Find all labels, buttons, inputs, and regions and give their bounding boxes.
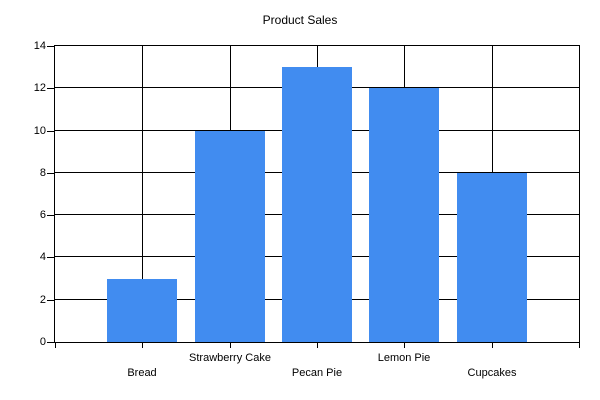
x-grid-line: [142, 46, 143, 342]
y-tick: [47, 131, 54, 132]
y-axis-label: 10: [33, 125, 46, 137]
y-tick: [47, 215, 54, 216]
bar: [282, 67, 352, 342]
x-tick: [230, 343, 231, 348]
bar: [369, 88, 439, 342]
x-axis-label: Cupcakes: [467, 367, 517, 379]
bar: [107, 279, 177, 342]
x-axis-label: Pecan Pie: [291, 367, 343, 379]
y-axis-label: 6: [39, 209, 46, 221]
y-tick: [47, 46, 54, 47]
x-tick: [404, 343, 405, 348]
x-tick: [55, 343, 56, 348]
x-tick: [492, 343, 493, 348]
y-axis-label: 12: [33, 82, 46, 94]
x-axis-label: Strawberry Cake: [189, 352, 271, 364]
y-axis-label: 2: [39, 294, 46, 306]
x-tick: [579, 343, 580, 348]
x-tick: [317, 343, 318, 348]
y-axis-label: 8: [39, 167, 46, 179]
y-tick: [47, 342, 54, 343]
y-axis-label: 14: [33, 40, 46, 52]
y-axis-label: 4: [39, 251, 46, 263]
chart-title: Product Sales: [262, 13, 338, 27]
y-tick: [47, 300, 54, 301]
y-tick: [47, 88, 54, 89]
bar: [195, 131, 265, 342]
x-axis-label: Bread: [127, 367, 157, 379]
x-axis-label: Lemon Pie: [377, 352, 431, 364]
y-tick: [47, 257, 54, 258]
bar: [457, 173, 527, 342]
y-axis-label: 0: [39, 336, 46, 348]
x-tick: [142, 343, 143, 348]
plot-area: [54, 45, 580, 343]
y-tick: [47, 173, 54, 174]
